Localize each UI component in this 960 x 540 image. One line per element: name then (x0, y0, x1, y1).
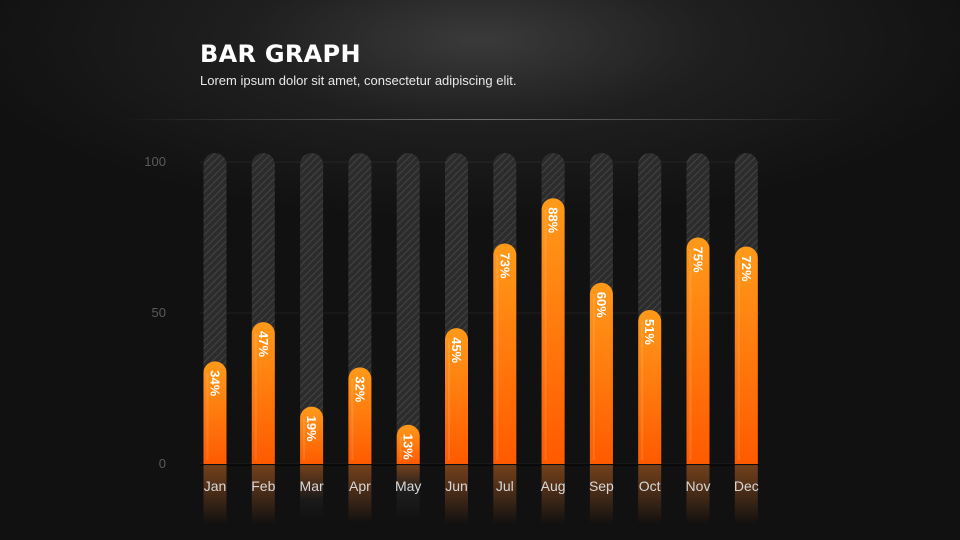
y-tick-label: 0 (159, 456, 166, 471)
header-divider (120, 119, 850, 120)
x-tick-label-jan: Jan (204, 478, 227, 494)
bar-highlight (544, 209, 547, 460)
value-label-jul: 73% (497, 253, 512, 279)
bar-feb (251, 322, 275, 464)
y-tick-label: 100 (144, 154, 166, 169)
bar-sep (589, 282, 613, 464)
bar-highlight (254, 333, 257, 460)
bar-reflection (734, 465, 758, 525)
bar-jul (493, 243, 517, 464)
value-label-apr: 32% (352, 376, 367, 402)
value-label-nov: 75% (691, 246, 706, 272)
x-tick-label-oct: Oct (639, 478, 661, 494)
x-tick-label-aug: Aug (541, 478, 566, 494)
bar-highlight (641, 321, 644, 460)
x-tick-label-dec: Dec (734, 478, 759, 494)
bar-highlight (206, 372, 209, 460)
bar-highlight (448, 339, 450, 460)
value-label-dec: 72% (739, 256, 754, 282)
y-tick-label: 50 (152, 305, 166, 320)
bar-mar (300, 406, 324, 464)
y-axis: 0 50 100 (144, 154, 166, 471)
bar-reflection (251, 465, 275, 525)
bar-oct (638, 309, 662, 464)
x-tick-label-mar: Mar (300, 478, 324, 494)
chart-title: BAR GRAPH (200, 40, 361, 68)
value-label-jun: 45% (449, 337, 464, 363)
bar-highlight (496, 255, 499, 460)
bar-nov (686, 237, 710, 464)
bar-dec (734, 246, 758, 464)
bar-reflection (541, 465, 565, 525)
bar-track-mar (300, 153, 324, 464)
value-labels: 34% 47% 19% 32% 13% 45% 73% 88% 60% 51% 75% 72% (208, 207, 754, 460)
x-tick-label-feb: Feb (251, 478, 275, 494)
reflections (203, 465, 758, 525)
gridlines (200, 161, 760, 466)
bar-reflection (589, 465, 613, 525)
bar-jun (445, 328, 468, 464)
value-label-may: 13% (401, 434, 416, 460)
bar-aug (541, 198, 565, 464)
x-axis: Jan Feb Mar Apr May Jun Jul Aug Sep Oct Nov Dec (204, 478, 759, 494)
bar-highlight (689, 249, 692, 460)
bar-reflection (203, 465, 227, 525)
value-label-mar: 19% (304, 416, 319, 442)
value-label-jan: 34% (208, 370, 223, 396)
bar-reflection (493, 465, 517, 525)
bar-highlight (351, 378, 354, 460)
bar-highlight (737, 258, 740, 460)
value-label-oct: 51% (642, 319, 657, 345)
bar-apr (348, 367, 372, 464)
value-label-aug: 88% (546, 207, 561, 233)
bar-reflection (300, 465, 324, 500)
baseline (200, 464, 760, 466)
bar-reflection (686, 465, 710, 525)
x-tick-label-sep: Sep (589, 478, 614, 494)
bar-may (396, 424, 420, 464)
bar-track-may (396, 153, 420, 464)
bar-tracks (203, 153, 758, 465)
bar-reflection (445, 465, 468, 525)
bar-jan (203, 361, 227, 464)
bar-highlight (592, 294, 595, 460)
bar-highlight (303, 418, 306, 460)
x-tick-label-jul: Jul (496, 478, 514, 494)
bar-reflection (638, 465, 662, 525)
bar-highlight (399, 436, 402, 460)
x-tick-label-jun: Jun (445, 478, 468, 494)
bar-reflection (348, 465, 372, 523)
x-tick-label-nov: Nov (686, 478, 711, 494)
value-label-sep: 60% (594, 292, 609, 318)
bars (203, 198, 758, 464)
x-tick-label-may: May (395, 478, 421, 494)
value-label-feb: 47% (256, 331, 271, 357)
bar-reflection (396, 465, 420, 489)
x-tick-label-apr: Apr (349, 478, 371, 494)
chart-subtitle: Lorem ipsum dolor sit amet, consectetur … (200, 73, 517, 88)
